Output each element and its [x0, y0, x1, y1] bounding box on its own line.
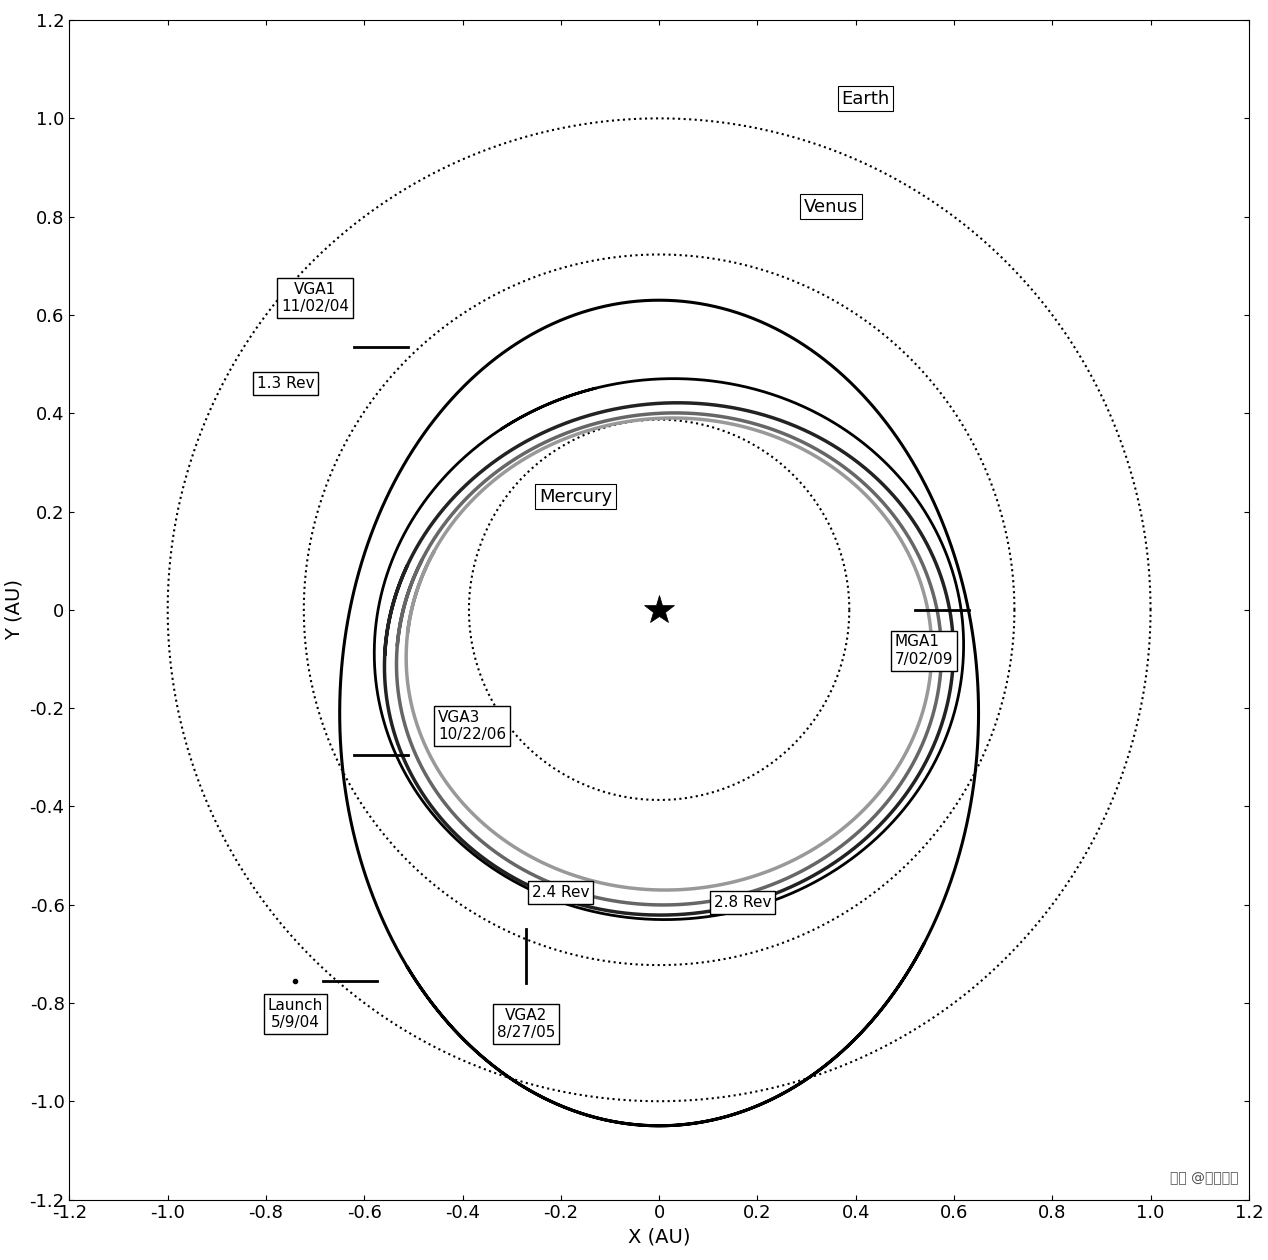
- Text: Mercury: Mercury: [539, 488, 612, 505]
- Text: 头条 @渭南科普: 头条 @渭南科普: [1170, 1171, 1239, 1184]
- Text: 2.4 Rev: 2.4 Rev: [533, 885, 590, 900]
- Y-axis label: Y (AU): Y (AU): [5, 580, 24, 640]
- Text: VGA3
10/22/06: VGA3 10/22/06: [437, 711, 506, 742]
- Text: VGA1
11/02/04: VGA1 11/02/04: [281, 281, 349, 314]
- X-axis label: X (AU): X (AU): [628, 1228, 690, 1247]
- Text: Launch
5/9/04: Launch 5/9/04: [268, 998, 323, 1031]
- Text: MGA1
7/02/09: MGA1 7/02/09: [895, 634, 954, 667]
- Text: Venus: Venus: [804, 198, 858, 215]
- Text: VGA2
8/27/05: VGA2 8/27/05: [497, 1008, 555, 1041]
- Text: 1.3 Rev: 1.3 Rev: [257, 377, 314, 392]
- Text: Earth: Earth: [842, 89, 890, 107]
- Text: 2.8 Rev: 2.8 Rev: [714, 895, 771, 910]
